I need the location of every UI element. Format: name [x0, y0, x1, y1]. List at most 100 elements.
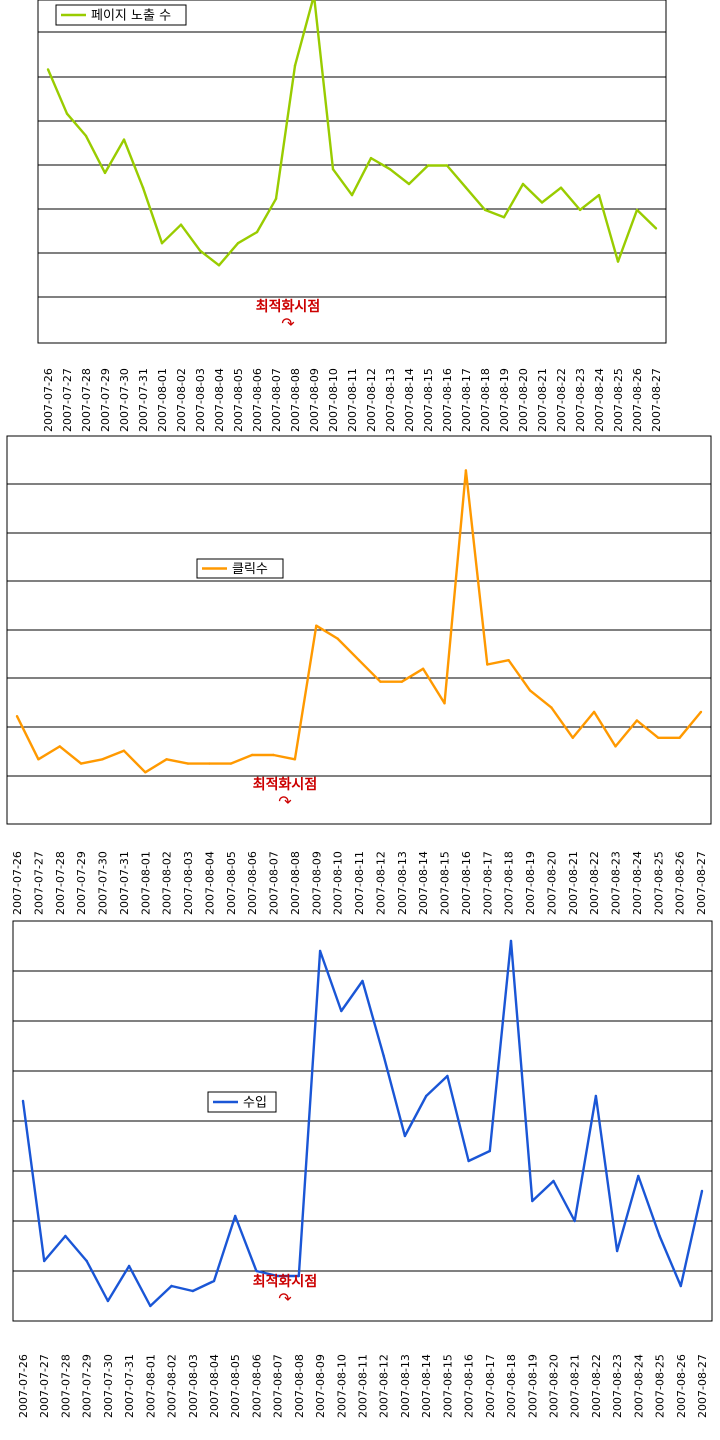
x-tick-label: 2007-07-26	[17, 1354, 30, 1418]
x-tick-label: 2007-08-12	[378, 1354, 391, 1418]
x-tick-label: 2007-08-03	[187, 1354, 200, 1418]
x-tick-label: 2007-07-28	[80, 368, 93, 432]
x-tick-label: 2007-08-05	[232, 368, 245, 432]
legend-box	[196, 558, 284, 579]
data-point	[101, 758, 104, 761]
data-point	[369, 156, 373, 160]
data-point	[144, 771, 147, 774]
data-point	[208, 762, 211, 765]
x-tick-label: 2007-08-10	[327, 368, 340, 432]
data-point	[446, 1074, 449, 1078]
data-point	[122, 749, 126, 752]
x-tick-label: 2007-08-13	[384, 368, 397, 432]
data-point	[212, 1279, 216, 1283]
x-tick-label: 2007-08-08	[293, 1354, 306, 1418]
data-point	[486, 663, 489, 666]
x-tick-label: 2007-08-20	[517, 368, 530, 432]
x-tick-label: 2007-08-27	[696, 1354, 709, 1418]
x-tick-label: 2007-07-30	[102, 1354, 115, 1418]
legend: 클릭수	[196, 558, 284, 579]
x-tick-label: 2007-07-29	[75, 851, 88, 915]
x-tick-label: 2007-07-28	[54, 851, 67, 915]
data-point	[297, 1274, 300, 1278]
x-tick-label: 2007-08-22	[555, 368, 568, 432]
x-tick-label: 2007-08-06	[246, 851, 259, 915]
data-point	[426, 164, 430, 167]
data-point	[407, 182, 411, 186]
x-tick-label: 2007-07-31	[123, 1354, 136, 1418]
x-tick-label: 2007-08-24	[631, 851, 644, 915]
x-tick-label: 2007-08-02	[161, 851, 174, 915]
data-point	[103, 171, 107, 175]
data-point	[483, 208, 487, 212]
data-point	[315, 624, 318, 627]
data-point	[573, 1219, 576, 1223]
x-tick-label: 2007-07-27	[32, 851, 45, 915]
data-point	[700, 1189, 704, 1193]
x-tick-label: 2007-08-17	[481, 851, 494, 915]
data-point	[21, 1099, 25, 1103]
annotation-arrow-icon: ↷	[278, 1289, 292, 1308]
data-point	[37, 758, 40, 761]
x-tick-label: 2007-08-14	[417, 851, 430, 915]
data-point	[274, 197, 278, 200]
x-tick-label: 2007-08-17	[460, 368, 473, 432]
x-tick-label: 2007-08-25	[652, 851, 665, 915]
legend-box	[207, 1091, 277, 1113]
data-point	[657, 736, 660, 739]
data-point	[46, 68, 50, 71]
data-point	[445, 164, 449, 167]
x-tick-label: 2007-08-04	[203, 851, 216, 915]
data-point	[250, 753, 254, 757]
data-point	[571, 736, 574, 739]
x-tick-label: 2007-08-24	[632, 1354, 645, 1418]
x-tick-label: 2007-08-04	[208, 1354, 221, 1418]
x-tick-label: 2007-08-15	[441, 1354, 454, 1418]
data-point	[79, 762, 83, 765]
x-tick-label: 2007-08-16	[460, 851, 473, 915]
data-point	[464, 186, 468, 189]
legend-label: 클릭수	[232, 562, 268, 577]
data-point	[531, 1199, 534, 1203]
data-point	[592, 710, 596, 714]
chart-3: 2007-07-26 2007-07-27 2007-07-28 2007-07-29…	[12, 920, 713, 1418]
data-point	[198, 249, 202, 252]
x-tick-label: 2007-08-25	[612, 368, 625, 432]
x-tick-label: 2007-08-07	[270, 368, 283, 432]
data-point	[635, 719, 639, 722]
data-point	[658, 1234, 661, 1238]
x-tick-label: 2007-08-09	[310, 851, 323, 915]
x-tick-label: 2007-08-07	[272, 1354, 285, 1418]
x-tick-label: 2007-08-26	[674, 851, 687, 915]
annotation-arrow-icon: ↷	[281, 314, 295, 333]
x-tick-label: 2007-08-05	[225, 851, 238, 915]
x-tick-label: 2007-08-18	[505, 1354, 518, 1418]
x-tick-label: 2007-08-01	[139, 851, 152, 915]
x-tick-label: 2007-08-06	[251, 368, 264, 432]
data-point	[507, 659, 510, 662]
data-point	[350, 193, 354, 197]
data-point	[229, 762, 232, 765]
data-point	[699, 710, 703, 714]
data-point	[141, 186, 145, 189]
data-point	[331, 168, 335, 171]
x-tick-label: 2007-08-13	[396, 851, 409, 915]
x-tick-label: 2007-08-18	[479, 368, 492, 432]
plot-area	[37, 0, 667, 344]
x-tick-label: 2007-07-31	[118, 851, 131, 915]
data-point	[559, 186, 563, 189]
x-tick-label: 2007-08-08	[289, 368, 302, 432]
data-point	[65, 112, 69, 115]
data-point	[217, 264, 221, 267]
x-tick-label: 2007-08-22	[590, 1354, 603, 1418]
data-point	[170, 1284, 173, 1288]
x-tick-label: 2007-08-09	[308, 368, 321, 432]
data-point	[400, 680, 403, 683]
data-point	[552, 1179, 555, 1183]
x-tick-label: 2007-07-27	[61, 368, 74, 432]
x-tick-label: 2007-08-16	[441, 368, 454, 432]
data-point	[43, 1259, 46, 1263]
x-tick-label: 2007-08-19	[526, 1354, 539, 1418]
data-point	[186, 762, 190, 765]
data-point	[635, 208, 639, 212]
